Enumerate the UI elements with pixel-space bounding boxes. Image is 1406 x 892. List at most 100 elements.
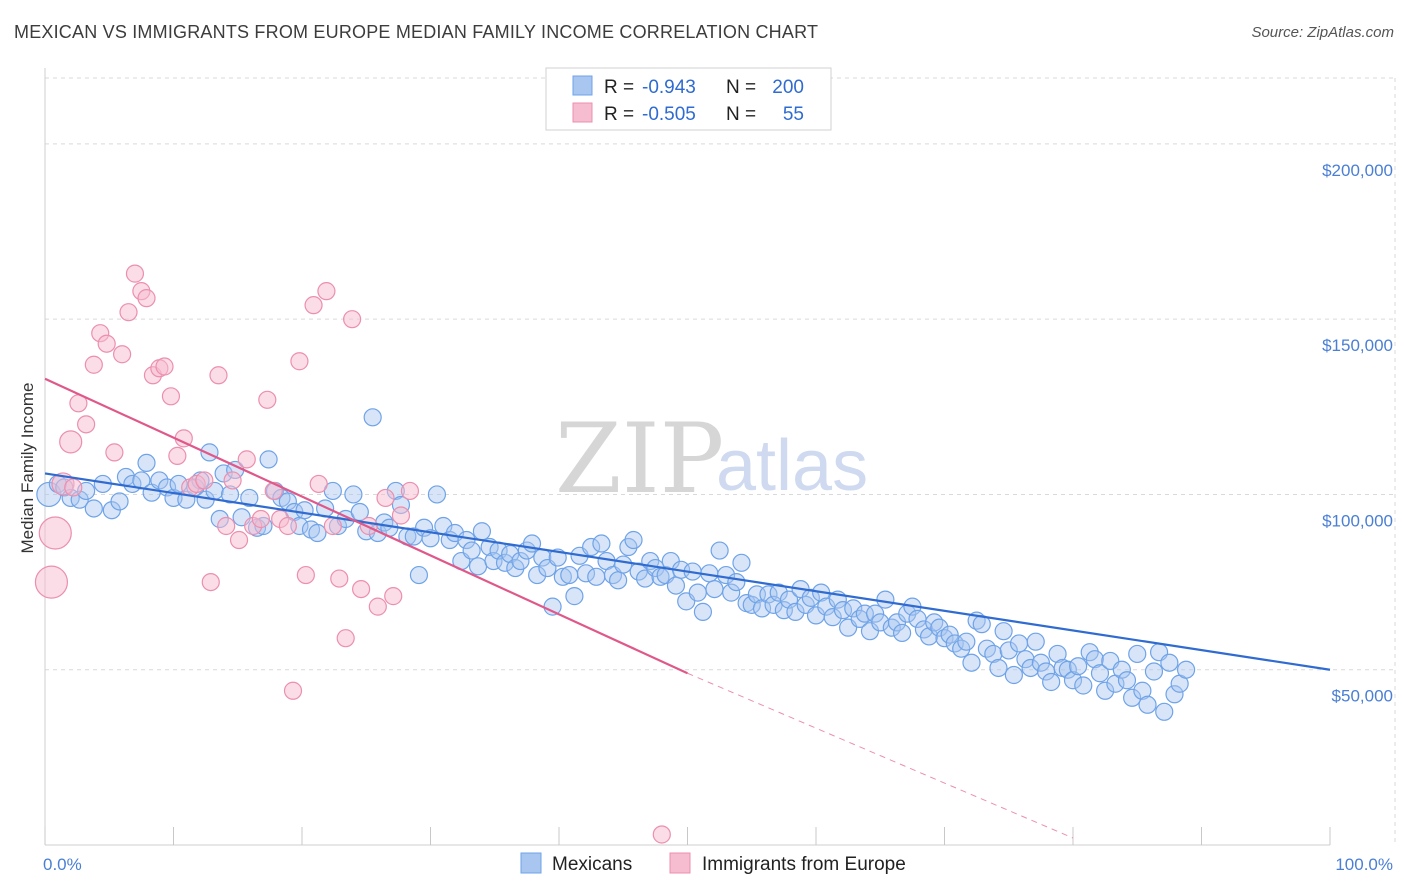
mexicans-point (137, 453, 156, 473)
mexicans-point (1058, 660, 1077, 679)
legend-swatch-europe (572, 102, 593, 123)
europe-trend-extension (687, 672, 1074, 839)
mexicans-point (1009, 634, 1029, 653)
europe-point (264, 481, 283, 501)
bottom-legend: Mexicans Immigrants from Europe (520, 852, 906, 875)
mexicans-point (582, 537, 601, 557)
europe-point (77, 415, 96, 434)
mexicans-point (925, 613, 944, 632)
y-tick-label-2: $150,000 (1322, 336, 1393, 355)
europe-point (278, 516, 297, 536)
mexicans-point (732, 553, 751, 572)
mexicans-point (624, 530, 643, 550)
europe-point (400, 481, 420, 501)
mexicans-point (1042, 672, 1061, 692)
legend-r-value-1: -0.943 (642, 77, 696, 98)
mexicans-point (984, 644, 1003, 664)
europe-point (384, 587, 403, 606)
europe-point (38, 516, 72, 550)
mexicans-point (935, 629, 954, 648)
mexicans-point (495, 553, 515, 572)
europe-point (229, 530, 249, 550)
mexicans-point (1117, 671, 1137, 690)
mexicans-point (774, 601, 793, 620)
mexicans-point (844, 599, 863, 618)
legend-r-value-2: -0.505 (642, 104, 696, 125)
legend-box: R = -0.943 N = 200 R = -0.505 N = 55 (545, 67, 832, 131)
europe-point (119, 303, 138, 322)
mexicans-point (989, 658, 1008, 678)
x-tick-label-0: 0.0% (43, 855, 82, 874)
legend-swatch-mexicans (572, 75, 593, 96)
europe-point (195, 471, 214, 490)
mexicans-point (1096, 681, 1115, 700)
europe-point (309, 474, 328, 494)
mexicans-point (468, 557, 488, 576)
europe-point (296, 565, 315, 585)
europe-point (391, 506, 411, 525)
mexicans-point (472, 522, 491, 541)
europe-point (330, 569, 349, 588)
europe-point (376, 488, 395, 508)
europe-point (258, 390, 277, 409)
mexicans-point (528, 565, 547, 585)
europe-point (237, 450, 256, 469)
mexicans-point (1004, 665, 1023, 685)
europe-point (290, 352, 309, 371)
mexicans-point (1133, 681, 1152, 700)
europe-point (201, 572, 220, 592)
europe-point (161, 387, 181, 406)
chart-title: MEXICAN VS IMMIGRANTS FROM EUROPE MEDIAN… (14, 22, 819, 42)
x-tick-labels: 0.0% 100.0% (43, 855, 1393, 874)
mexicans-point (1048, 644, 1067, 664)
bottom-legend-mexicans: Mexicans (552, 854, 632, 875)
mexicans-point (1090, 664, 1110, 683)
mexicans-point (576, 564, 596, 583)
europe-point (34, 565, 69, 599)
europe-point (168, 446, 187, 465)
europe-point (64, 478, 83, 497)
mexicans-trend-line (44, 472, 1331, 671)
legend-n-value-2: 55 (783, 104, 804, 125)
europe-point (155, 357, 174, 376)
europe-point (317, 282, 336, 301)
europe-point (251, 509, 270, 529)
mexicans-point (994, 622, 1013, 641)
mexicans-point (999, 641, 1018, 660)
europe-point (112, 345, 132, 364)
mexicans-point (930, 618, 949, 637)
mexicans-point (592, 534, 611, 553)
mexicans-point (1021, 658, 1040, 678)
legend-r-label-2: R = (604, 104, 634, 125)
mexicans-point (427, 485, 447, 504)
mexicans-point (553, 567, 572, 586)
mexicans-point (666, 576, 686, 595)
mexicans-point (710, 541, 729, 560)
europe-point (368, 597, 387, 616)
mexicans-point (1016, 650, 1035, 669)
mexicans-point (308, 523, 327, 543)
watermark-zip: ZIP (555, 403, 724, 515)
mexicans-point (295, 501, 314, 520)
europe-point (209, 366, 228, 385)
mexicans-point (1123, 688, 1142, 707)
y-tick-labels: $50,000 $100,000 $150,000 $200,000 (1322, 161, 1393, 706)
source-credit: Source: ZipAtlas.com (1251, 24, 1394, 41)
legend-n-label-1: N = (726, 77, 756, 98)
europe-point (97, 334, 116, 353)
europe-point (217, 516, 236, 536)
mexicans-point (1026, 632, 1045, 651)
mexicans-point (866, 604, 885, 623)
legend-n-value-1: 200 (772, 77, 804, 98)
bottom-legend-swatch-europe (669, 852, 691, 874)
legend-n-label-2: N = (726, 104, 756, 125)
mexicans-point (823, 608, 842, 627)
mexicans-point (1144, 662, 1164, 681)
y-axis-title: Median Family Income (18, 382, 37, 553)
europe-point (323, 516, 342, 536)
mexicans-point (1165, 685, 1184, 704)
mexicans-point (855, 604, 874, 623)
mexicans-point (462, 541, 481, 560)
mexicans-point (892, 623, 912, 643)
